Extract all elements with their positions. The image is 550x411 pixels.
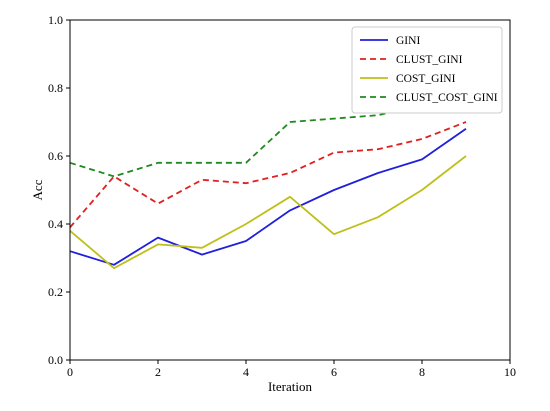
x-tick-label: 6 — [331, 365, 337, 379]
y-axis-title: Acc — [30, 179, 45, 200]
legend-label: CLUST_COST_GINI — [396, 92, 498, 104]
x-axis-title: Iteration — [268, 379, 313, 394]
y-tick-label: 1.0 — [48, 13, 63, 27]
y-axis-ticks: 0.0 0.2 0.4 0.6 0.8 1.0 — [48, 13, 70, 367]
legend-label: COST_GINI — [396, 73, 456, 85]
x-tick-label: 10 — [504, 365, 516, 379]
x-tick-label: 2 — [155, 365, 161, 379]
y-tick-label: 0.8 — [48, 81, 63, 95]
x-axis-ticks: 0 2 4 6 8 10 — [67, 360, 516, 379]
y-tick-label: 0.2 — [48, 285, 63, 299]
x-tick-label: 8 — [419, 365, 425, 379]
x-tick-label: 0 — [67, 365, 73, 379]
y-tick-label: 0.4 — [48, 217, 63, 231]
legend-box — [351, 26, 503, 114]
series-line-clust-cost-gini — [69, 104, 466, 178]
legend-label: CLUST_GINI — [396, 54, 463, 66]
series-line-clust-gini — [69, 121, 467, 228]
series-line-cost-gini — [69, 155, 467, 270]
y-tick-label: 0.0 — [48, 353, 63, 367]
x-tick-label: 4 — [243, 365, 249, 379]
plot-lines — [69, 104, 467, 270]
y-tick-label: 0.6 — [48, 149, 63, 163]
legend: GINI CLUST_GINI COST_GINI CLUST_COST_GINI — [351, 26, 503, 114]
series-line-gini — [69, 128, 467, 266]
legend-label: GINI — [396, 35, 420, 47]
plot-frame — [69, 19, 511, 361]
